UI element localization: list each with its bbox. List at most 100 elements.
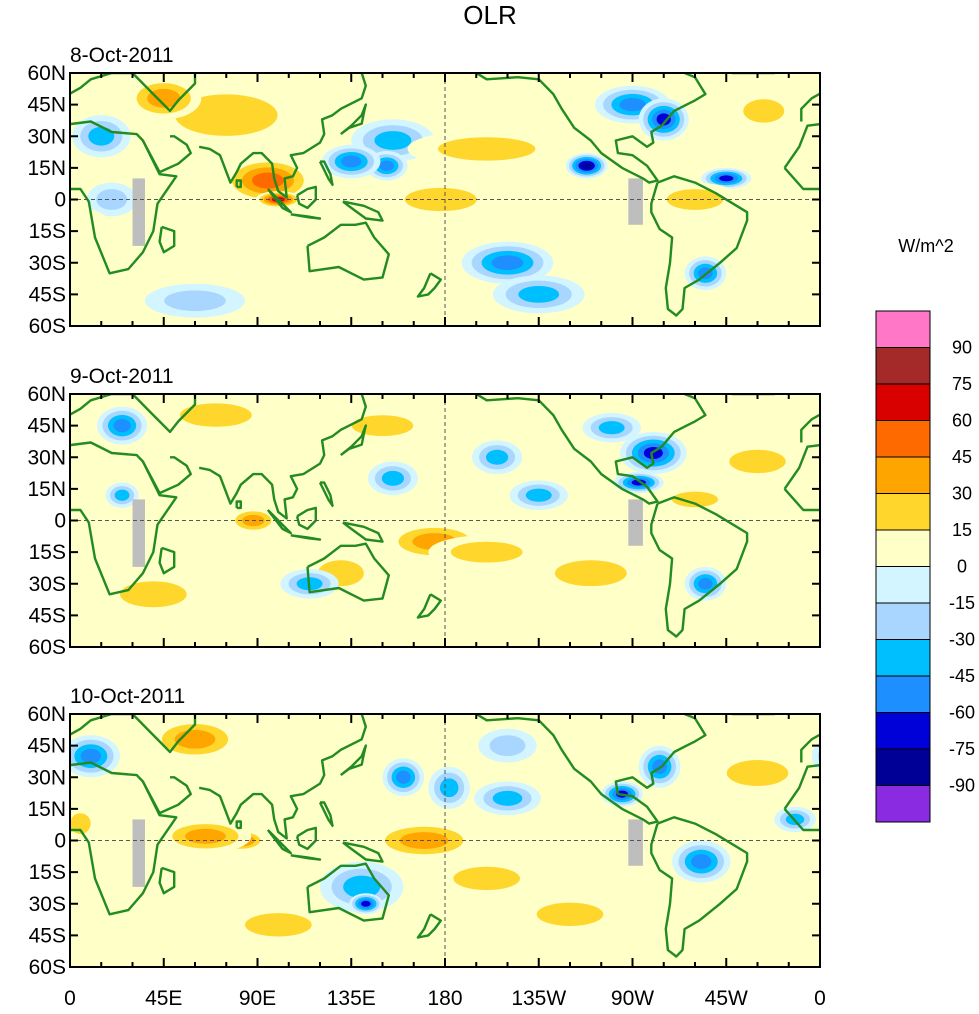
y-tick-label: 45N: [27, 735, 66, 758]
y-tick-label: 60S: [29, 636, 66, 659]
olr-anomaly-20: [145, 283, 245, 318]
olr-anomaly-14: [711, 442, 804, 481]
colorbar-swatch: [875, 347, 931, 385]
olr-anomaly-6: [349, 893, 383, 915]
x-tick-label: 180: [427, 987, 462, 1010]
olr-anomaly-5: [472, 440, 523, 475]
colorbar-label: 60: [952, 411, 972, 431]
colorbar-swatch: [875, 383, 931, 421]
y-tick-label: 15S: [29, 541, 66, 564]
olr-anomaly-6: [322, 144, 381, 179]
y-tick-label: 45S: [29, 924, 66, 947]
colorbar-swatch: [875, 529, 931, 567]
y-tick-label: 30S: [29, 573, 66, 596]
y-tick-label: 45N: [27, 415, 66, 438]
olr-anomaly-8: [382, 180, 500, 219]
missing-data-region: [628, 499, 643, 546]
coastlines: [70, 714, 820, 958]
olr-anomaly-19: [657, 486, 733, 513]
olr-anomaly-19: [478, 728, 537, 763]
y-tick-label: 60S: [29, 315, 66, 338]
y-tick-label: 60N: [27, 703, 66, 726]
y-tick-label: 30N: [27, 446, 66, 469]
olr-anomaly-13: [565, 153, 608, 179]
colorbar-label: -90: [949, 776, 975, 796]
colorbar: W/m^2 90 75 60 45 30 15 0 -15 -30 -45 -60 -75 -90: [875, 236, 975, 823]
map-panel-2: 9-Oct-2011 60N 45N 30N 15N 0 15S 30S 45S 60S: [27, 365, 821, 659]
x-tick-label: 45W: [705, 987, 748, 1010]
colorbar-label: 45: [952, 447, 972, 467]
colorbar-swatch: [875, 712, 931, 750]
x-tick-label: 90W: [611, 987, 654, 1010]
colorbar-label: 30: [952, 484, 972, 504]
colorbar-label: -75: [949, 739, 975, 759]
olr-anomaly-1: [159, 819, 252, 854]
chart-title: OLR: [463, 0, 516, 30]
olr-anomaly-5: [320, 861, 404, 913]
colorbar-label: 90: [952, 338, 972, 358]
map-panel-3: 10-Oct-2011 60N 45N 30N 15N 0 15S 30S 45S 60S: [27, 685, 821, 979]
x-tick-label: 45E: [145, 987, 182, 1010]
olr-anomaly-9: [474, 781, 541, 816]
y-tick-label: 45S: [29, 283, 66, 306]
x-axis-labels: 0 45E 90E 135E 180 135W 90W 45W 0: [64, 987, 826, 1010]
olr-anomaly-15: [707, 751, 808, 795]
x-tick-label: 90E: [239, 987, 276, 1010]
colorbar-swatch: [875, 602, 931, 640]
olr-anomaly-17: [515, 895, 625, 934]
colorbar-swatch: [875, 310, 931, 348]
olr-anomaly-6: [509, 480, 568, 510]
colorbar-swatch: [875, 639, 931, 677]
missing-data-region: [628, 819, 643, 866]
y-tick-label: 30S: [29, 893, 66, 916]
olr-anomaly-3: [126, 77, 202, 120]
y-tick-label: 15S: [29, 861, 66, 884]
colorbar-label: 0: [957, 557, 967, 577]
colorbar-swatch: [875, 493, 931, 531]
x-tick-label: 0: [814, 987, 826, 1010]
olr-anomaly-8: [428, 766, 470, 809]
olr-anomaly-3: [428, 535, 545, 569]
olr-anomaly-18: [72, 115, 131, 158]
olr-anomaly-4: [367, 461, 418, 496]
y-tick-label: 0: [54, 830, 66, 853]
coastlines: [70, 73, 820, 317]
y-tick-label: 30S: [29, 252, 66, 275]
y-tick-label: 15N: [27, 478, 66, 501]
y-tick-label: 15N: [27, 798, 66, 821]
olr-anomaly-7: [407, 129, 566, 168]
x-tick-label: 135E: [327, 987, 376, 1010]
colorbar-swatch: [875, 675, 931, 713]
olr-anomaly-9: [582, 412, 641, 443]
missing-data-region: [132, 499, 145, 567]
olr-anomaly-10: [492, 275, 585, 314]
olr-anomaly-3: [370, 821, 479, 860]
panel-date-label: 8-Oct-2011: [70, 44, 174, 67]
map-panel-1: 8-Oct-2011 60N 45N 30N 15N 0 15S 30S 45S 60S: [27, 44, 821, 338]
colorbar-swatch: [875, 456, 931, 494]
colorbar-label: -60: [949, 703, 975, 723]
olr-anomaly-18: [224, 905, 333, 944]
y-tick-label: 15S: [29, 220, 66, 243]
colorbar-label: -45: [949, 666, 975, 686]
y-tick-label: 60N: [27, 383, 66, 406]
colorbar-label: 75: [952, 374, 972, 394]
x-tick-label: 135W: [511, 987, 566, 1010]
colorbar-label: -15: [949, 593, 975, 613]
olr-anomaly-1: [157, 396, 275, 435]
y-tick-label: 0: [54, 510, 66, 533]
olr-anomaly-9: [461, 241, 554, 284]
y-tick-label: 60S: [29, 956, 66, 979]
y-tick-label: 30N: [27, 766, 66, 789]
olr-anomaly-17: [99, 573, 208, 616]
y-tick-label: 45N: [27, 94, 66, 117]
olr-anomaly-11: [105, 482, 139, 508]
missing-data-region: [132, 178, 145, 246]
olr-anomaly-14: [701, 167, 752, 189]
olr-anomaly-12: [638, 98, 689, 141]
olr-anomaly-19: [86, 182, 137, 217]
y-tick-label: 60N: [27, 62, 66, 85]
olr-anomaly-10: [97, 406, 148, 445]
panel-date-label: 10-Oct-2011: [70, 685, 185, 708]
